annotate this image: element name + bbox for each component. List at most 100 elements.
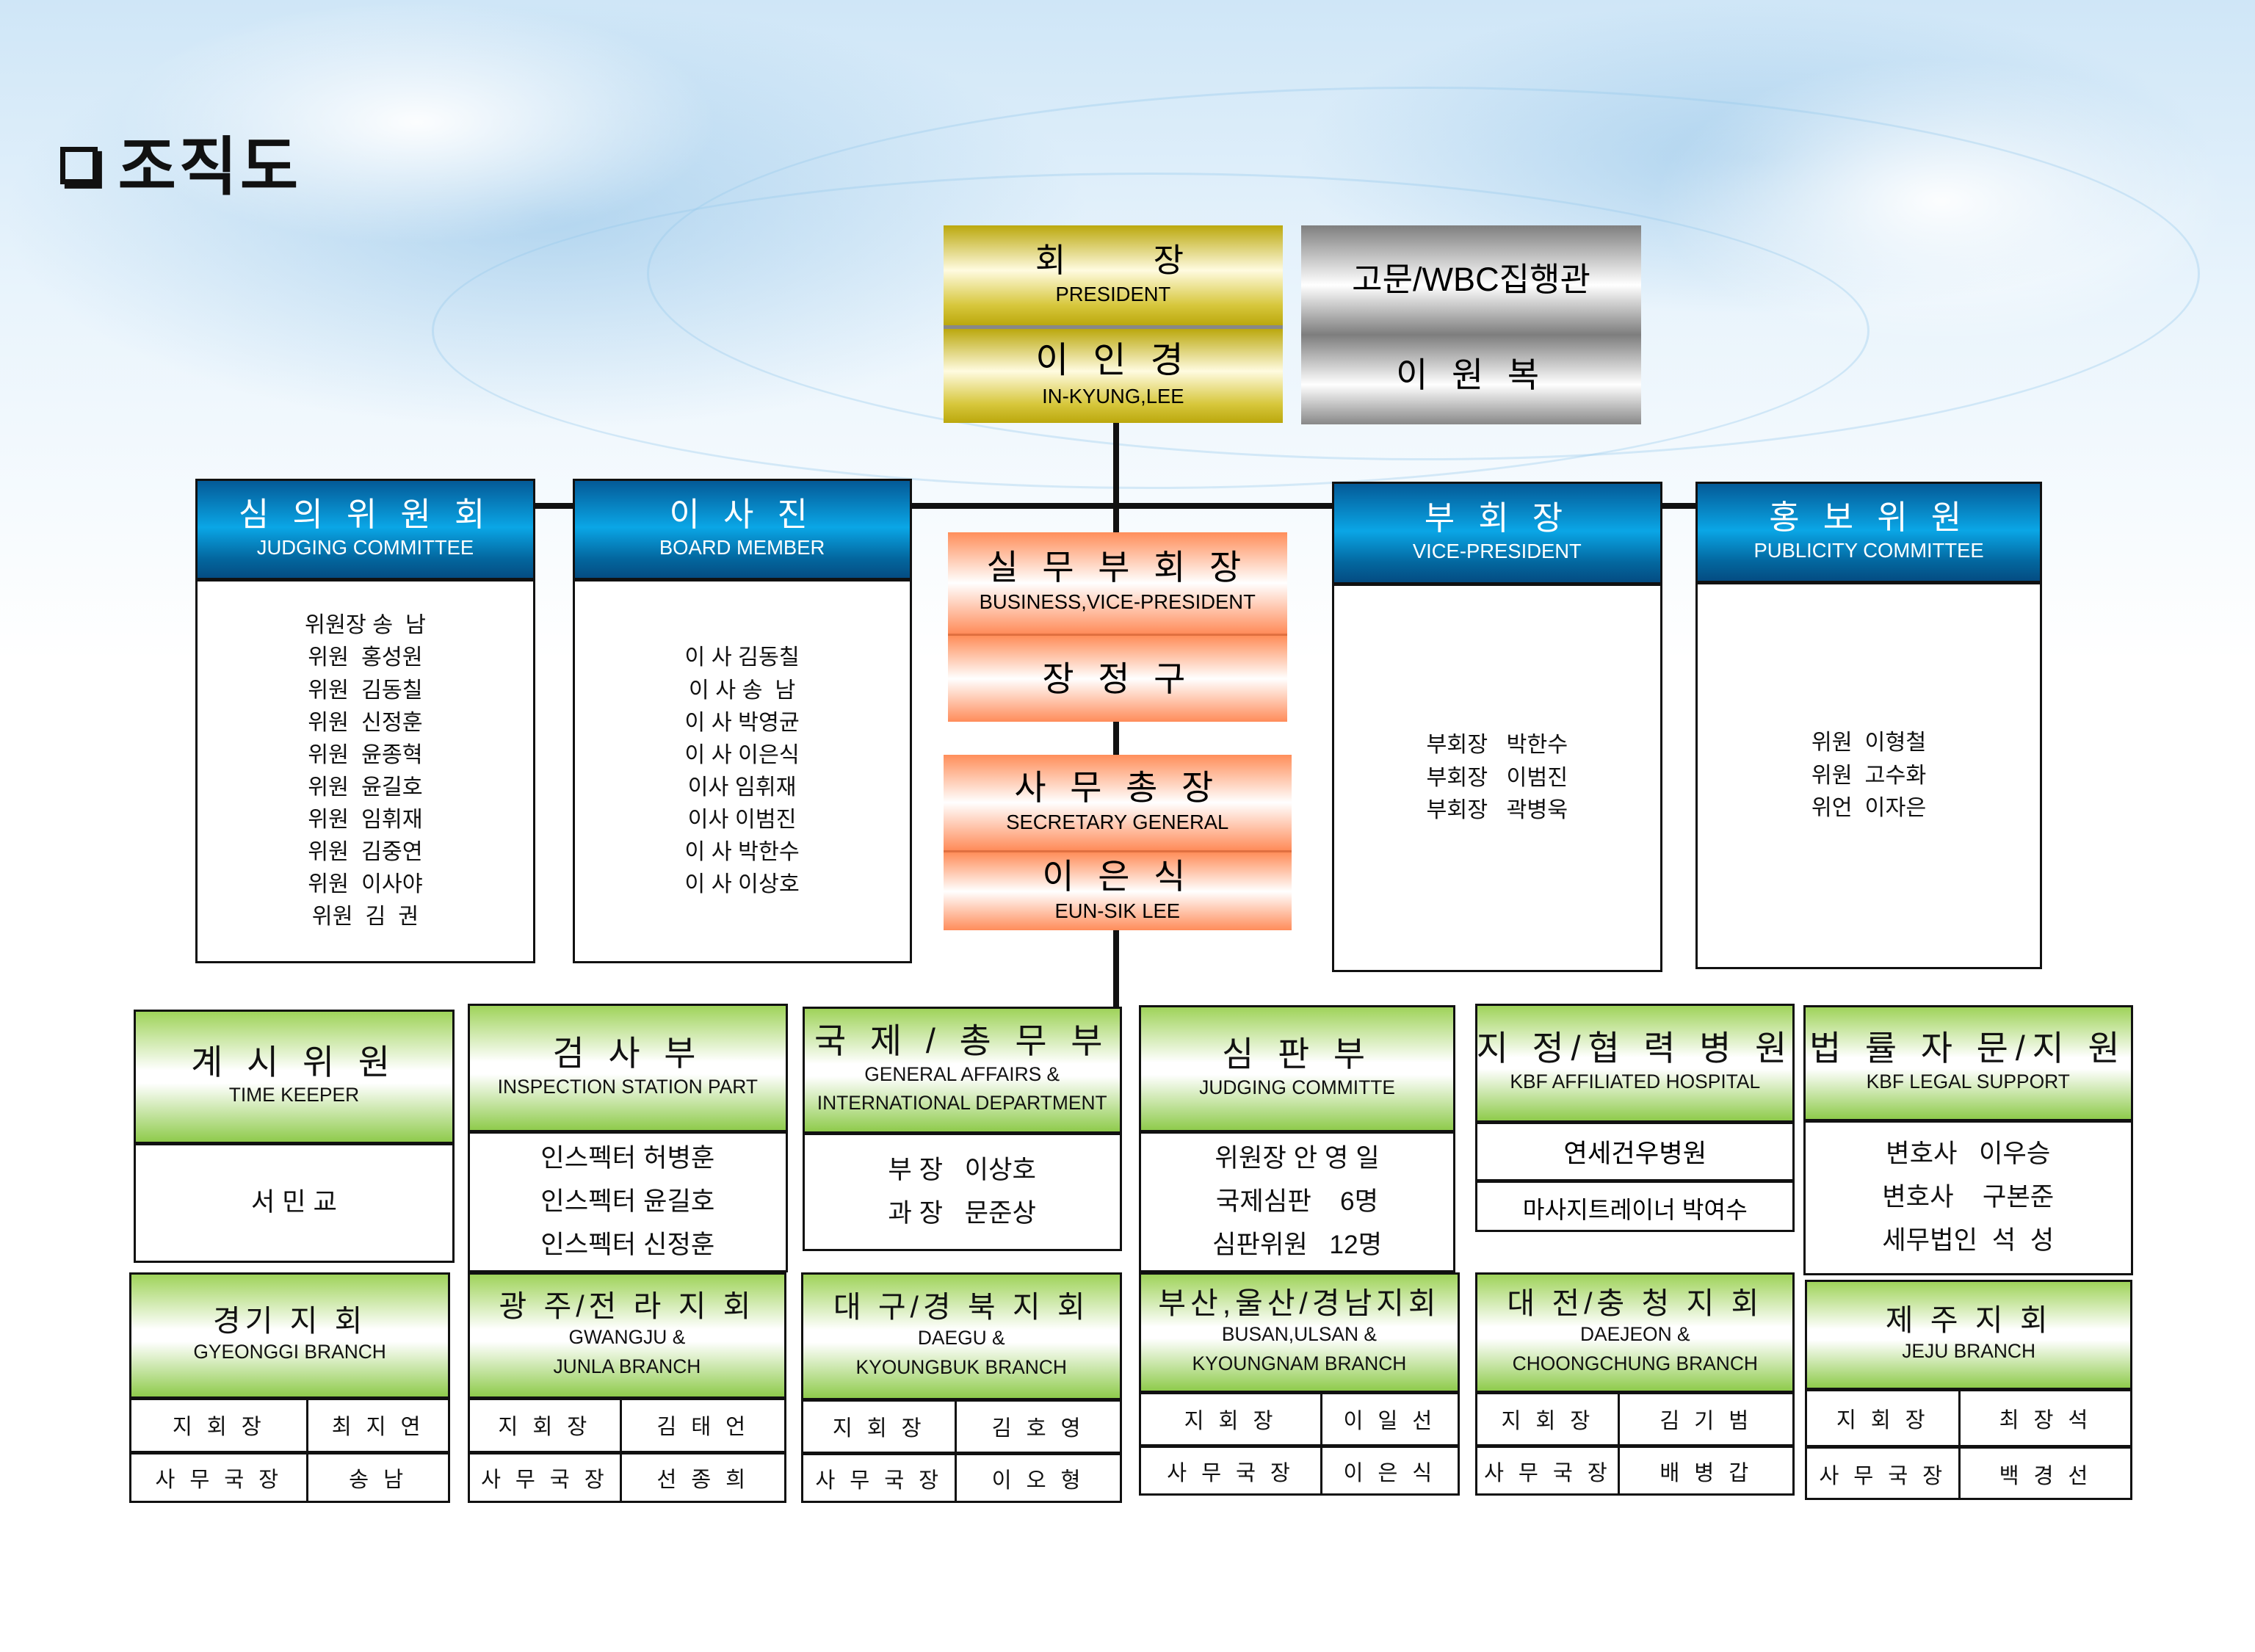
time-keeper-members: 서 민 교	[136, 1145, 452, 1261]
branch-head-label: 지 회 장	[1477, 1394, 1621, 1445]
branch-head-label: 지 회 장	[1807, 1391, 1961, 1446]
president-title-en: PRESIDENT	[1055, 282, 1171, 305]
member-name: 이사 이범진	[687, 807, 797, 832]
member-name: 부 장 이상호	[888, 1155, 1036, 1184]
member-name: 과 장 문준상	[888, 1198, 1036, 1228]
member-name: 위언 이자은	[1811, 795, 1927, 820]
judging-dept-box: 심 판 부 JUDGING COMMITTE 위원장 안 영 일 국제심판 6명 심판위…	[1139, 1005, 1455, 1273]
member-name: 이 사 박영균	[684, 710, 800, 735]
judging-committee-title-en: JUDGING COMMITTEE	[256, 536, 474, 559]
member-name: 이 사 송 남	[688, 678, 796, 703]
president-name: 이 인 경	[1035, 340, 1191, 380]
member-name: 위원 윤종혁	[308, 742, 423, 767]
member-name: 위원 이사야	[308, 872, 423, 896]
busan-branch-title-en: KYOUNGNAM BRANCH	[1192, 1352, 1407, 1374]
hospital-entry: 마사지트레이너 박여수	[1477, 1179, 1793, 1234]
judging-committee-members: 위원장 송 남 위원 홍성원 위원 김동칠 위원 신정훈 위원 윤종혁 위원 윤길호 위원 …	[198, 582, 532, 961]
daegu-branch-box: 대 구/경 북 지 회 DAEGU & KYOUNGBUK BRANCH 지 회 장 김…	[800, 1272, 1122, 1503]
judging-dept-title-en: JUDGING COMMITTE	[1199, 1076, 1395, 1098]
secretary-label: 사 무 국 장	[1806, 1445, 1961, 1499]
secretary-label: 사 무 국 장	[1141, 1444, 1322, 1495]
member-name: 이사 임휘재	[687, 775, 797, 800]
general-affairs-box: 국 제 / 총 무 부 GENERAL AFFAIRS & INTERNATIONA…	[802, 1007, 1122, 1251]
time-keeper-box: 계 시 위 원 TIME KEEPER 서 민 교	[134, 1009, 455, 1263]
advisor-box: 고문/WBC집행관 이 원 복	[1301, 225, 1641, 424]
hospital-entry: 연세건우병원	[1563, 1139, 1707, 1168]
judging-committee-title: 심 의 위 원 회	[238, 495, 493, 533]
member-name: 위원 홍성원	[308, 645, 423, 670]
member-name: 위원 고수화	[1811, 763, 1927, 788]
member-name: 위원장 안 영 일	[1215, 1144, 1380, 1173]
branch-head-name: 김 기 범	[1659, 1409, 1753, 1434]
secretary-name: 이 오 형	[957, 1452, 1120, 1502]
member-name: 변호사 이우승	[1886, 1140, 2051, 1169]
daejeon-branch-title: 대 전/충 청 지 회	[1507, 1286, 1764, 1320]
vice-president-title: 부 회 장	[1424, 499, 1570, 537]
busan-branch-header: 부산,울산/경남지회 BUSAN,ULSAN & KYOUNGNAM BRANCH	[1141, 1275, 1458, 1394]
daejeon-branch-box: 대 전/충 청 지 회 DAEJEON & CHOONGCHUNG BRANCH 지 …	[1475, 1272, 1795, 1496]
member-name: 부회장 박한수	[1426, 733, 1568, 758]
legal-support-header: 법 률 자 문/지 원 KBF LEGAL SUPPORT	[1806, 1007, 2131, 1123]
member-name: 변호사 구본준	[1882, 1183, 2055, 1212]
secretary-label: 사 무 국 장	[1477, 1444, 1621, 1495]
branch-head-label: 지 회 장	[131, 1399, 309, 1452]
time-keeper-title: 계 시 위 원	[191, 1042, 397, 1082]
daegu-branch-title: 대 구/경 북 지 회	[833, 1289, 1090, 1324]
member-name: 위원장 송 남	[305, 613, 426, 638]
jeju-branch-title-en: JEJU BRANCH	[1902, 1339, 2036, 1362]
secretary-general-box: 사 무 총 장 SECRETARY GENERAL 이 은 식 EUN-SIK …	[943, 755, 1292, 931]
daegu-branch-title-en: KYOUNGBUK BRANCH	[855, 1355, 1067, 1378]
branch-head-label: 지 회 장	[1141, 1394, 1322, 1445]
secretary-general-title-en: SECRETARY GENERAL	[1006, 810, 1229, 833]
member-name: 위원 김중연	[308, 839, 423, 864]
judging-dept-members: 위원장 안 영 일 국제심판 6명 심판위원 12명	[1141, 1134, 1453, 1270]
board-member-title: 이 사 진	[669, 495, 815, 533]
president-title: 회 장	[1035, 242, 1191, 280]
hospital-header: 지 정/협 력 병 원 KBF AFFILIATED HOSPITAL	[1476, 1006, 1795, 1124]
president-box: 회 장 PRESIDENT 이 인 경 IN-KYUNG,LEE	[943, 225, 1283, 423]
branch-head-name: 최 지 연	[331, 1415, 425, 1440]
cloud-decoration	[115, 0, 720, 244]
member-name: 부회장 곽병욱	[1426, 797, 1568, 822]
daejeon-branch-title-en: CHOONGCHUNG BRANCH	[1512, 1352, 1758, 1374]
branch-head-label: 지 회 장	[803, 1401, 958, 1452]
member-name: 위원 이형철	[1811, 731, 1927, 756]
gyeonggi-branch-title: 경기 지 회	[212, 1303, 367, 1338]
hospital-title-en: KBF AFFILIATED HOSPITAL	[1510, 1070, 1761, 1093]
member-name: 이 사 김동칠	[684, 645, 800, 670]
member-name: 인스펙터 허병훈	[540, 1144, 715, 1173]
member-name: 서 민 교	[250, 1187, 337, 1217]
inspection-header: 검 사 부 INSPECTION STATION PART	[469, 1006, 786, 1134]
business-vp-title: 실 무 부 회 장	[986, 548, 1249, 587]
general-affairs-header: 국 제 / 총 무 부 GENERAL AFFAIRS & INTERNATIONA…	[804, 1009, 1120, 1136]
branch-head-label: 지 회 장	[470, 1399, 623, 1452]
inspection-title-en: INSPECTION STATION PART	[497, 1075, 759, 1098]
secretary-label: 사 무 국 장	[803, 1452, 958, 1502]
secretary-general-title: 사 무 총 장	[1014, 767, 1221, 807]
daegu-branch-header: 대 구/경 북 지 회 DAEGU & KYOUNGBUK BRANCH	[803, 1275, 1120, 1402]
publicity-committee-title-en: PUBLICITY COMMITTEE	[1753, 539, 1984, 562]
inspection-title: 검 사 부	[552, 1034, 703, 1073]
gwangju-branch-title: 광 주/전 라 지 회	[499, 1289, 756, 1323]
secretary-name: 배 병 갑	[1620, 1444, 1793, 1495]
secretary-name: 송 남	[308, 1451, 448, 1502]
vice-president-title-en: VICE-PRESIDENT	[1412, 540, 1582, 563]
gyeonggi-branch-header: 경기 지 회 GYEONGGI BRANCH	[131, 1275, 448, 1400]
daejeon-branch-title-en: DAEJEON &	[1579, 1323, 1690, 1346]
president-name-en: IN-KYUNG,LEE	[1042, 384, 1184, 407]
member-name: 위원 김 권	[311, 904, 419, 929]
hospital-title: 지 정/협 력 병 원	[1476, 1029, 1795, 1068]
member-name: 위원 김동칠	[308, 678, 423, 703]
general-affairs-title-en: GENERAL AFFAIRS &	[864, 1062, 1060, 1085]
page-title: 조직도	[60, 115, 301, 207]
member-name: 인스펙터 윤길호	[540, 1187, 715, 1216]
daegu-branch-title-en: DAEGU &	[917, 1326, 1005, 1349]
vice-president-members: 부회장 박한수 부회장 이범진 부회장 곽병욱	[1334, 586, 1661, 970]
gwangju-branch-title-en: JUNLA BRANCH	[553, 1355, 701, 1377]
